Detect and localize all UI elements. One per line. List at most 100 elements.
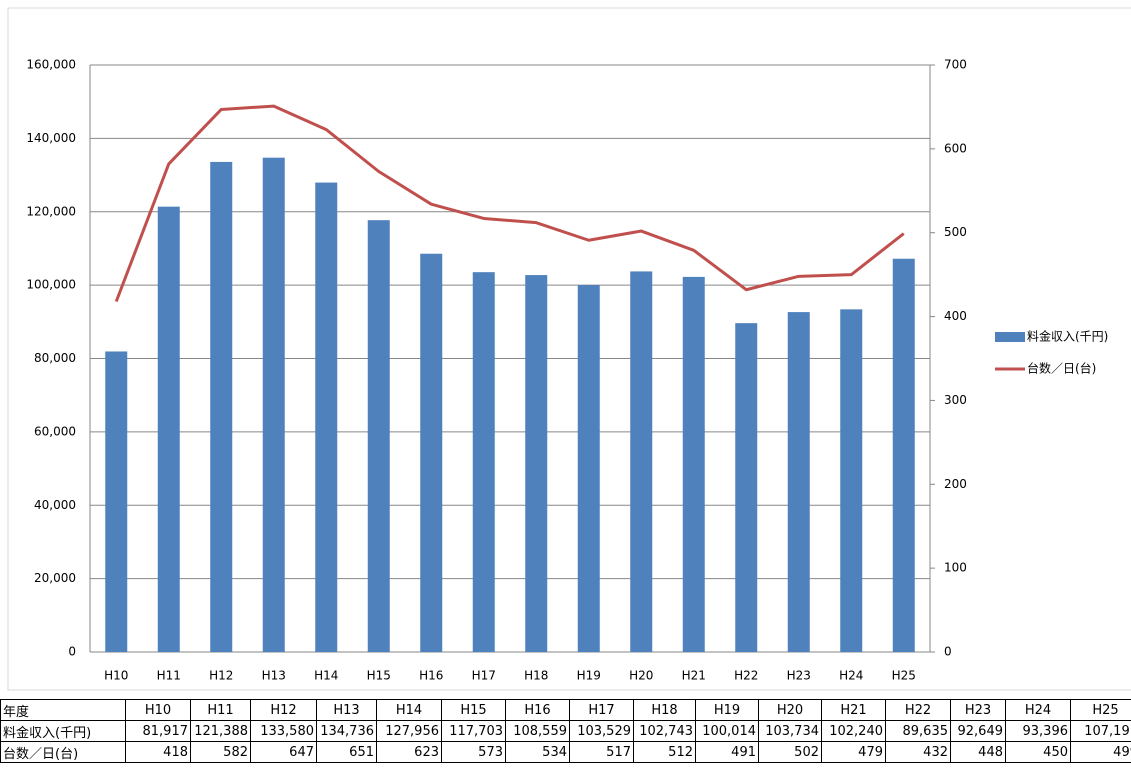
- table-cell: 432: [885, 741, 951, 763]
- bar: [787, 312, 810, 652]
- x-tick-label: H11: [157, 669, 181, 683]
- table-cell: H16: [505, 699, 570, 721]
- table-cell: 92,649: [950, 720, 1006, 742]
- bar: [157, 206, 180, 652]
- legend-label: 台数／日(台): [1027, 361, 1096, 376]
- bar: [367, 220, 390, 652]
- x-tick-label: H17: [472, 669, 496, 683]
- x-tick-label: H22: [734, 669, 758, 683]
- table-cell: 103,529: [569, 720, 634, 742]
- table-cell: 517: [569, 741, 634, 763]
- table-cell: 134,736: [316, 720, 377, 742]
- x-tick-label: H18: [524, 669, 548, 683]
- y2-tick-label: 700: [944, 58, 967, 72]
- table-cell: 499: [1070, 741, 1131, 763]
- x-tick-label: H16: [419, 669, 443, 683]
- line: [114, 104, 905, 303]
- y2-tick-label: 500: [944, 225, 967, 239]
- legend-swatch: [995, 332, 1025, 342]
- table-cell: H17: [569, 699, 634, 721]
- table-cell: H19: [695, 699, 759, 721]
- table-cell: 103,734: [758, 720, 822, 742]
- y-tick-label: 80,000: [34, 351, 76, 365]
- table-cell: 133,580: [250, 720, 317, 742]
- bar: [525, 275, 548, 652]
- table-cell: 651: [316, 741, 377, 763]
- table-cell: 534: [505, 741, 570, 763]
- table-row: 年度 H10 H11 H12 H13 H14 H15 H16 H17 H18 H19 H20 H21 H2…: [0, 699, 1131, 721]
- table-cell: 623: [376, 741, 442, 763]
- table-cell: 108,559: [505, 720, 570, 742]
- table-cell: H15: [441, 699, 506, 721]
- y-tick-label: 40,000: [34, 498, 76, 512]
- x-tick-label: H20: [629, 669, 653, 683]
- bar: [577, 285, 600, 652]
- table-cell: 450: [1005, 741, 1071, 763]
- chart: 0 20,000 40,000 60,000 80,000 100,000 120,000 1…: [7, 7, 1131, 691]
- bar: [420, 253, 443, 652]
- bar: [315, 182, 338, 652]
- data-table-wrap: 年度 H10 H11 H12 H13 H14 H15 H16 H17 H18 H19 H20 H21 H2…: [0, 699, 1131, 771]
- x-tick-label: H25: [892, 669, 916, 683]
- table-cell: H13: [316, 699, 377, 721]
- x-tick-label: H23: [787, 669, 811, 683]
- x-tick-label: H15: [367, 669, 391, 683]
- table-cell: 89,635: [885, 720, 951, 742]
- y-tick-label: 20,000: [34, 571, 76, 585]
- y-tick-label: 140,000: [26, 131, 76, 145]
- x-tick-label: H19: [577, 669, 601, 683]
- bar: [210, 161, 233, 652]
- y2-tick-label: 600: [944, 141, 967, 155]
- y2-tick-label: 200: [944, 477, 967, 491]
- table-cell: 107,191: [1070, 720, 1131, 742]
- table-cell: 台数／日(台): [0, 741, 126, 763]
- bar: [892, 258, 915, 652]
- y2-tick-label: 400: [944, 309, 967, 323]
- table-cell: 117,703: [441, 720, 506, 742]
- y-tick-label: 0: [68, 645, 76, 659]
- table-cell: 573: [441, 741, 506, 763]
- y-tick-label: 60,000: [34, 424, 76, 438]
- table-cell: H24: [1005, 699, 1071, 721]
- x-tick-label: H10: [104, 669, 128, 683]
- table-cell: 102,240: [821, 720, 886, 742]
- table-cell: H11: [190, 699, 251, 721]
- x-tick-label: H14: [314, 669, 338, 683]
- table-cell: H14: [376, 699, 442, 721]
- x-tick-label: H13: [262, 669, 286, 683]
- table-cell: 93,396: [1005, 720, 1071, 742]
- table-cell: H10: [125, 699, 191, 721]
- table-cell: 647: [250, 741, 317, 763]
- table-row: 料金収入(千円) 81,917 121,388 133,580 134,736 127,9…: [0, 720, 1131, 742]
- table-cell: H25: [1070, 699, 1131, 721]
- bar: [262, 157, 285, 652]
- table-cell: H21: [821, 699, 886, 721]
- table-cell: H12: [250, 699, 317, 721]
- bar: [735, 323, 758, 652]
- table-cell: H23: [950, 699, 1006, 721]
- data-table: 年度 H10 H11 H12 H13 H14 H15 H16 H17 H18 H19 H20 H21 H2…: [0, 699, 1131, 763]
- table-row: 台数／日(台) 418 582 647 651 623 573 534 517 512 491 502…: [0, 741, 1131, 763]
- bar: [682, 276, 705, 652]
- table-cell: 479: [821, 741, 886, 763]
- table-cell: 料金収入(千円): [0, 720, 126, 742]
- table-cell: 491: [695, 741, 759, 763]
- table-cell: 448: [950, 741, 1006, 763]
- table-cell: 582: [190, 741, 251, 763]
- table-cell: H22: [885, 699, 951, 721]
- bar: [840, 309, 863, 652]
- legend-label: 料金収入(千円): [1027, 329, 1108, 344]
- x-tick-label: H21: [682, 669, 706, 683]
- table-cell: 512: [633, 741, 696, 763]
- table-cell: 127,956: [376, 720, 442, 742]
- table-cell: 502: [758, 741, 822, 763]
- table-cell: 81,917: [125, 720, 191, 742]
- table-cell: H18: [633, 699, 696, 721]
- table-cell: 年度: [0, 699, 126, 721]
- table-cell: 418: [125, 741, 191, 763]
- bar: [630, 271, 653, 652]
- table-cell: 102,743: [633, 720, 696, 742]
- y2-tick-label: 300: [944, 393, 967, 407]
- y-tick-label: 160,000: [26, 58, 76, 72]
